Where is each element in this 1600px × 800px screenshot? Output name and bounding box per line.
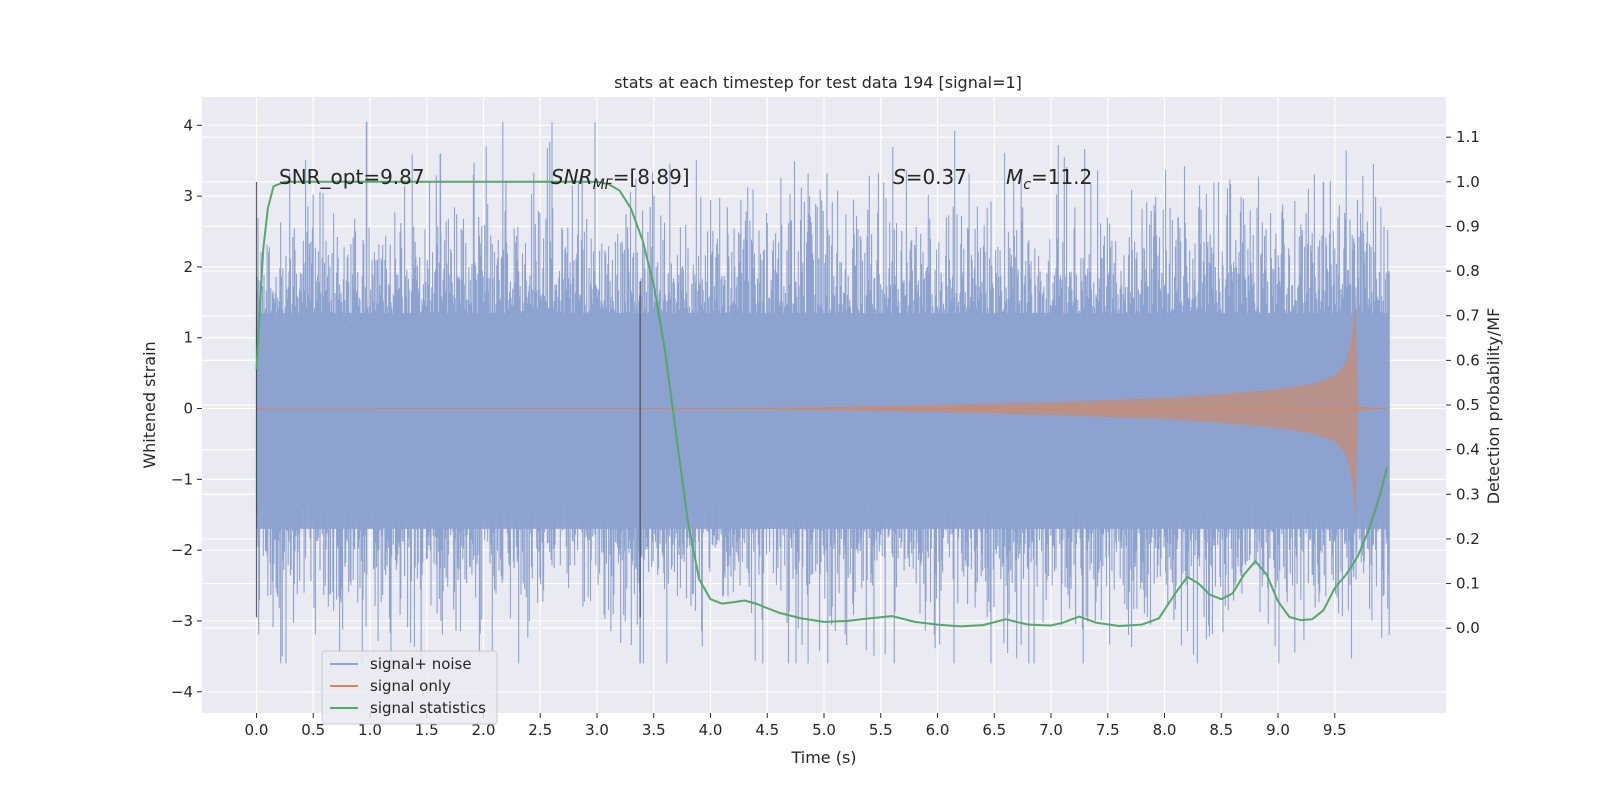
- y-right-tick-9: 0.9: [1456, 217, 1480, 235]
- x-tick-1: 0.5: [301, 721, 325, 739]
- s-value: =0.37: [906, 165, 967, 189]
- y-right-tick-10: 1.0: [1456, 173, 1480, 191]
- chart-title: stats at each timestep for test data 194…: [614, 73, 1022, 92]
- x-tick-12: 6.0: [926, 721, 950, 739]
- y-left-tick-0: −4: [171, 683, 193, 701]
- x-tick-13: 6.5: [982, 721, 1006, 739]
- y-left-tick-2: −2: [171, 541, 193, 559]
- legend-label-signal-only: signal only: [370, 677, 451, 695]
- snr-mf-symbol: SNR: [551, 165, 593, 189]
- snr-mf-value: =[8.89]: [613, 165, 690, 189]
- signal-only-series: [256, 295, 1390, 522]
- y-right-tick-3: 0.3: [1456, 485, 1480, 503]
- statistics-curve: [255, 180, 1388, 628]
- mc-subscript: c: [1023, 177, 1031, 193]
- mc-symbol: M: [1006, 165, 1023, 189]
- annotation-s: S=0.37: [893, 165, 967, 189]
- y-right-tick-6: 0.6: [1456, 351, 1480, 369]
- x-tick-9: 4.5: [755, 721, 779, 739]
- signal-statistics-series: [255, 180, 1388, 628]
- legend: signal+ noise signal only signal statist…: [321, 650, 498, 725]
- legend-box: [321, 650, 498, 725]
- y-left-tick-5: 1: [183, 329, 193, 347]
- x-tick-0: 0.0: [245, 721, 269, 739]
- x-tick-14: 7.0: [1039, 721, 1063, 739]
- y-left-tick-3: −1: [171, 470, 193, 488]
- vertical-markers: [255, 181, 641, 618]
- y-axis-right-ticks: 0.0 0.1 0.2 0.3 0.4 0.5 0.6 0.7 0.8 0.9 1.0 1.1: [1446, 128, 1480, 637]
- y-right-tick-2: 0.2: [1456, 530, 1480, 548]
- x-tick-4: 2.0: [472, 721, 496, 739]
- s-symbol: S: [893, 165, 906, 189]
- y-left-tick-4: 0: [183, 400, 193, 418]
- x-tick-16: 8.0: [1153, 721, 1177, 739]
- x-tick-7: 3.5: [642, 721, 666, 739]
- y-axis-left-label: Whitened strain: [140, 341, 159, 468]
- annotation-snr-mf: SNRMF=[8.89]: [551, 165, 690, 193]
- y-axis-right-label: Detection probability/MF: [1484, 308, 1503, 505]
- x-tick-17: 8.5: [1209, 721, 1233, 739]
- y-left-tick-6: 2: [183, 258, 193, 276]
- x-tick-11: 5.5: [869, 721, 893, 739]
- y-right-tick-1: 0.1: [1456, 575, 1480, 593]
- y-right-tick-5: 0.5: [1456, 396, 1480, 414]
- x-tick-2: 1.0: [358, 721, 382, 739]
- x-tick-18: 9.0: [1266, 721, 1290, 739]
- x-axis-label: Time (s): [790, 748, 856, 767]
- annotation-mc: Mc=11.2: [1006, 165, 1092, 193]
- x-tick-10: 5.0: [812, 721, 836, 739]
- legend-label-signal-noise: signal+ noise: [370, 655, 472, 673]
- x-tick-15: 7.5: [1096, 721, 1120, 739]
- x-tick-6: 3.0: [585, 721, 609, 739]
- y-right-tick-4: 0.4: [1456, 441, 1480, 459]
- x-tick-5: 2.5: [528, 721, 552, 739]
- x-tick-3: 1.5: [415, 721, 439, 739]
- legend-label-signal-statistics: signal statistics: [370, 699, 486, 717]
- mc-value: =11.2: [1031, 165, 1092, 189]
- y-right-tick-7: 0.7: [1456, 307, 1480, 325]
- y-left-tick-1: −3: [171, 612, 193, 630]
- snr-mf-subscript: MF: [593, 177, 614, 193]
- y-axis-left-ticks: −4 −3 −2 −1 0 1 2 3 4: [171, 116, 202, 701]
- annotation-snr-opt: SNR_opt=9.87: [279, 165, 425, 189]
- x-tick-19: 9.5: [1323, 721, 1347, 739]
- x-axis-ticks: 0.0 0.5 1.0 1.5 2.0 2.5 3.0 3.5 4.0 4.5 5.0 5.5 6.0 6…: [245, 713, 1347, 739]
- y-right-tick-0: 0.0: [1456, 619, 1480, 637]
- y-right-tick-8: 0.8: [1456, 262, 1480, 280]
- y-left-tick-7: 3: [183, 187, 193, 205]
- y-left-tick-8: 4: [183, 116, 193, 134]
- y-right-tick-11: 1.1: [1456, 128, 1480, 146]
- x-tick-8: 4.0: [699, 721, 723, 739]
